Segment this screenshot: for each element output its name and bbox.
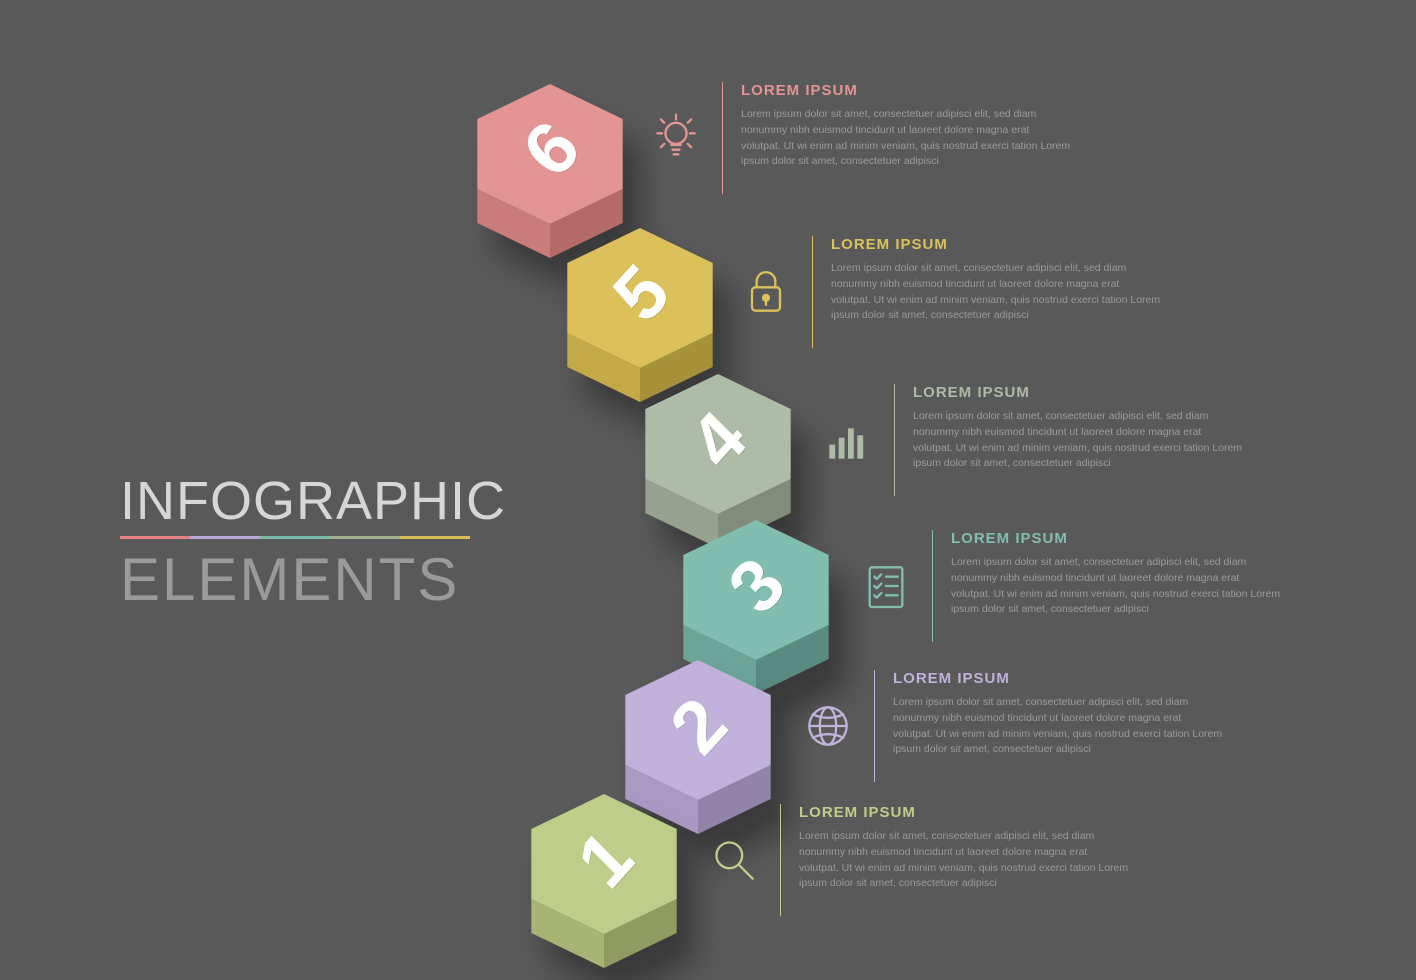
entry-6: LOREM IPSUM Lorem ipsum dolor sit amet, c… [648, 82, 1071, 194]
entry-divider [812, 236, 813, 348]
entry-divider [780, 804, 781, 916]
entry-text-2: LOREM IPSUM Lorem ipsum dolor sit amet, c… [893, 670, 1223, 758]
bulb-icon [648, 82, 704, 194]
entry-divider [722, 82, 723, 194]
infographic-canvas: INFOGRAPHICELEMENTS6LOREM IPSUMLorem ips… [0, 0, 1416, 980]
entry-body-5: Lorem ipsum dolor sit amet, consectetuer… [831, 261, 1161, 324]
entry-divider [932, 530, 933, 642]
entry-body-2: Lorem ipsum dolor sit amet, consectetuer… [893, 695, 1223, 758]
entry-body-1: Lorem ipsum dolor sit amet, consectetuer… [799, 829, 1129, 892]
title-underline [120, 536, 470, 539]
entry-2: LOREM IPSUM Lorem ipsum dolor sit amet, c… [800, 670, 1223, 782]
entry-body-3: Lorem ipsum dolor sit amet, consectetuer… [951, 555, 1281, 618]
entry-title-4: LOREM IPSUM [913, 384, 1243, 401]
entry-text-4: LOREM IPSUM Lorem ipsum dolor sit amet, c… [913, 384, 1243, 472]
entry-divider [894, 384, 895, 496]
entry-4: LOREM IPSUM Lorem ipsum dolor sit amet, c… [820, 384, 1243, 496]
checklist-icon [858, 530, 914, 642]
lock-icon [738, 236, 794, 348]
main-title: INFOGRAPHIC ELEMENTS [120, 470, 506, 614]
entry-title-6: LOREM IPSUM [741, 82, 1071, 99]
title-line-1: INFOGRAPHIC [120, 470, 506, 532]
entry-title-3: LOREM IPSUM [951, 530, 1281, 547]
entry-3: LOREM IPSUM Lorem ipsum dolor sit amet, c… [858, 530, 1281, 642]
title-line-2: ELEMENTS [120, 545, 506, 614]
entry-5: LOREM IPSUM Lorem ipsum dolor sit amet, c… [738, 236, 1161, 348]
bars-icon [820, 384, 876, 496]
entry-title-5: LOREM IPSUM [831, 236, 1161, 253]
entry-text-6: LOREM IPSUM Lorem ipsum dolor sit amet, c… [741, 82, 1071, 170]
entry-body-4: Lorem ipsum dolor sit amet, consectetuer… [913, 409, 1243, 472]
hex-step-1: 1 [520, 794, 688, 968]
magnifier-icon [706, 804, 762, 916]
entry-text-3: LOREM IPSUM Lorem ipsum dolor sit amet, c… [951, 530, 1281, 618]
entry-title-2: LOREM IPSUM [893, 670, 1223, 687]
globe-icon [800, 670, 856, 782]
entry-text-1: LOREM IPSUM Lorem ipsum dolor sit amet, c… [799, 804, 1129, 892]
entry-title-1: LOREM IPSUM [799, 804, 1129, 821]
entry-body-6: Lorem ipsum dolor sit amet, consectetuer… [741, 107, 1071, 170]
entry-1: LOREM IPSUM Lorem ipsum dolor sit amet, c… [706, 804, 1129, 916]
entry-divider [874, 670, 875, 782]
entry-text-5: LOREM IPSUM Lorem ipsum dolor sit amet, c… [831, 236, 1161, 324]
